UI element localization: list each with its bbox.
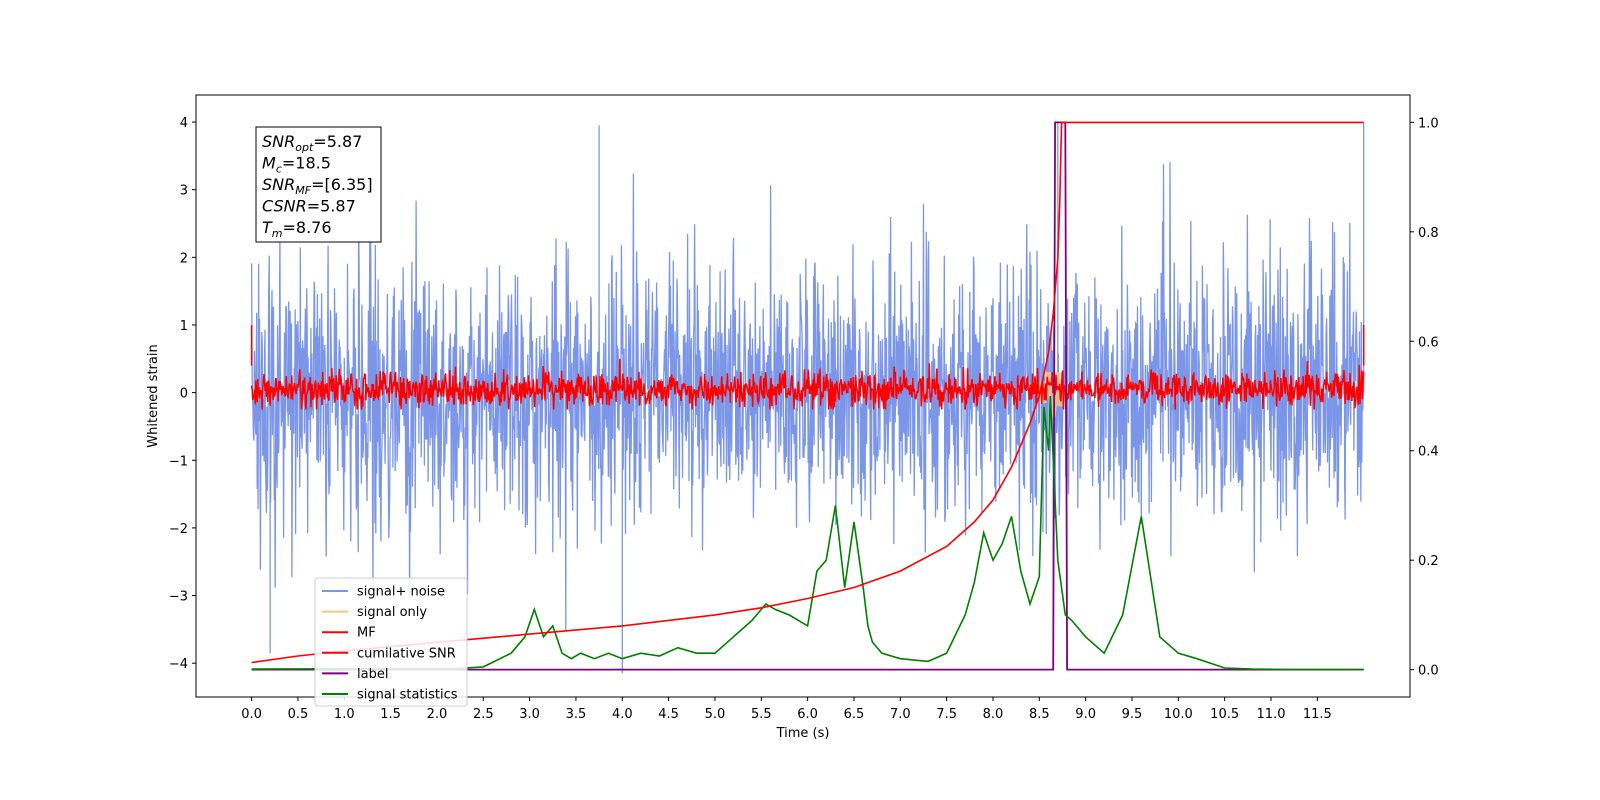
y-tick-label: −3 bbox=[169, 590, 188, 605]
plot-area bbox=[250, 121, 1365, 674]
x-tick-label: 3.0 bbox=[519, 707, 540, 722]
y-tick-label: 4 bbox=[180, 116, 188, 131]
x-tick-label: 5.5 bbox=[751, 707, 772, 722]
y-axis-label: Whitened strain bbox=[146, 344, 161, 447]
legend: signal+ noise signal only MF cumilative SNR… bbox=[314, 577, 468, 707]
y2-tick-label: 0.2 bbox=[1418, 554, 1439, 569]
annotation-line: CSNR=5.87 bbox=[262, 197, 356, 216]
x-tick-label: 2.5 bbox=[473, 707, 494, 722]
x-tick-label: 1.0 bbox=[334, 707, 355, 722]
annotation-frame bbox=[255, 126, 382, 243]
annotation-subscript: m bbox=[272, 227, 283, 240]
annotation-line: SNRMF=[6.35] bbox=[262, 175, 373, 197]
axes: 0.0 0.5 1.0 1.5 2.0 2.5 3.0 3.5 4.0 4.5 5.0 5.5 6.0 6… bbox=[169, 116, 1439, 722]
x-tick-label: 1.5 bbox=[380, 707, 401, 722]
annotation-value: =5.87 bbox=[313, 132, 362, 151]
x-tick-label: 10.0 bbox=[1164, 707, 1193, 722]
x-tick-label: 6.5 bbox=[844, 707, 865, 722]
series-signal-statistics bbox=[251, 395, 1364, 671]
x-tick-label: 4.0 bbox=[612, 707, 633, 722]
annotation-value: =[6.35] bbox=[311, 175, 373, 194]
annotation-value: =8.76 bbox=[283, 218, 332, 237]
annotation-name: T bbox=[262, 218, 273, 237]
y2-tick-label: 0.6 bbox=[1418, 335, 1439, 350]
x-tick-label: 2.0 bbox=[427, 707, 448, 722]
y-tick-label: −2 bbox=[169, 522, 188, 537]
x-tick-label: 11.0 bbox=[1257, 707, 1286, 722]
legend-label: signal only bbox=[357, 605, 427, 620]
x-tick-label: 8.0 bbox=[983, 707, 1004, 722]
x-axis-label: Time (s) bbox=[776, 726, 830, 741]
annotation-name: CSNR bbox=[262, 197, 307, 216]
plot-frame bbox=[195, 94, 1411, 698]
x-tick-label: 10.5 bbox=[1210, 707, 1239, 722]
annotation-line: SNRopt=5.87 bbox=[262, 132, 362, 154]
y2-tick-label: 1.0 bbox=[1418, 116, 1439, 131]
x-tick-label: 8.5 bbox=[1029, 707, 1050, 722]
y-tick-label: 2 bbox=[180, 251, 188, 266]
series-label bbox=[251, 121, 1364, 671]
annotation-line: Tm=8.76 bbox=[262, 218, 332, 240]
annotation-name: SNR bbox=[262, 132, 295, 151]
y-tick-label: 3 bbox=[180, 184, 188, 199]
annotation-subscript: c bbox=[276, 163, 282, 176]
annotation-line: Mc=18.5 bbox=[262, 154, 331, 176]
x-tick-label: 4.5 bbox=[658, 707, 679, 722]
x-tick-label: 6.0 bbox=[797, 707, 818, 722]
series-cumulative-snr bbox=[251, 121, 1364, 664]
x-tick-label: 11.5 bbox=[1303, 707, 1332, 722]
y-tick-label: −1 bbox=[169, 454, 188, 469]
x-tick-label: 0.5 bbox=[288, 707, 309, 722]
annotation-subscript: MF bbox=[295, 184, 311, 197]
legend-label: MF bbox=[357, 626, 376, 641]
y2-tick-label: 0.4 bbox=[1418, 445, 1439, 460]
annotation-value: =5.87 bbox=[307, 197, 356, 216]
y-tick-label: 1 bbox=[180, 319, 188, 334]
legend-label: signal statistics bbox=[357, 688, 458, 703]
legend-label: cumilative SNR bbox=[357, 646, 456, 661]
annotation-subscript: opt bbox=[295, 141, 314, 154]
y2-tick-label: 0.0 bbox=[1418, 664, 1439, 679]
annotation-value: =18.5 bbox=[282, 154, 331, 173]
x-tick-label: 9.5 bbox=[1122, 707, 1143, 722]
y-tick-label: 0 bbox=[180, 387, 188, 402]
annotation-name: M bbox=[262, 154, 276, 173]
legend-label: label bbox=[357, 667, 388, 682]
legend-label: signal+ noise bbox=[357, 585, 445, 600]
y2-tick-label: 0.8 bbox=[1418, 226, 1439, 241]
x-tick-label: 7.0 bbox=[890, 707, 911, 722]
series-mf bbox=[250, 325, 1365, 410]
x-tick-label: 9.0 bbox=[1075, 707, 1096, 722]
x-tick-label: 0.0 bbox=[241, 707, 262, 722]
x-tick-label: 7.5 bbox=[936, 707, 957, 722]
annotation-name: SNR bbox=[262, 175, 295, 194]
legend-frame bbox=[314, 577, 468, 707]
y-tick-label: −4 bbox=[169, 657, 188, 672]
x-tick-label: 5.0 bbox=[705, 707, 726, 722]
annotation-box: SNRopt=5.87Mc=18.5SNRMF=[6.35]CSNR=5.87T… bbox=[255, 126, 382, 243]
x-tick-label: 3.5 bbox=[566, 707, 587, 722]
